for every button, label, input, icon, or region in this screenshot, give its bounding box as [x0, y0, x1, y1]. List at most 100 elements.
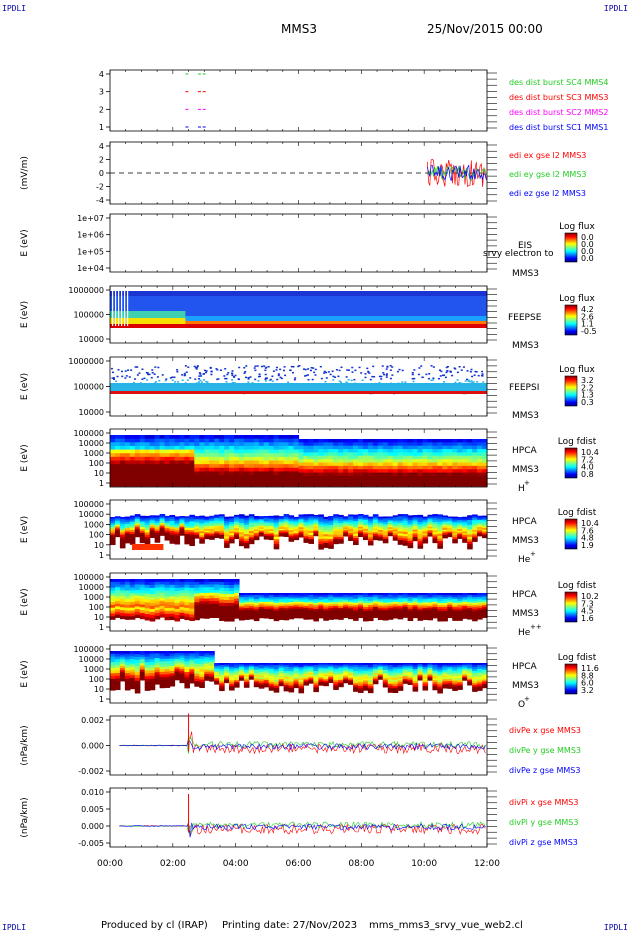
heat-cell: [204, 449, 210, 454]
heat-cell: [452, 459, 458, 464]
heat-cell: [144, 518, 151, 522]
heat-cell: [134, 680, 141, 685]
heat-pixel: [264, 378, 267, 381]
heat-cell: [229, 522, 235, 525]
heat-cell: [144, 453, 151, 458]
heat-pixel: [439, 369, 442, 371]
heat-cell: [263, 516, 270, 519]
heat-cell: [303, 472, 310, 477]
heat-cell: [204, 653, 210, 656]
heat-cell: [362, 523, 369, 526]
heat-cell: [159, 523, 166, 526]
heat-cell: [273, 543, 280, 547]
heat-cell: [278, 598, 285, 602]
heat-cell: [169, 456, 176, 462]
heat-cell: [362, 445, 369, 450]
heat-cell: [248, 604, 255, 607]
legend-entry: edi ez gse l2 MMS3: [509, 189, 586, 198]
heat-cell: [457, 521, 463, 524]
heat-cell: [219, 517, 225, 521]
heat-cell: [293, 438, 300, 443]
heat-cell: [194, 676, 200, 680]
heat-cell: [253, 482, 260, 487]
heat-cell: [367, 442, 374, 447]
heat-cell: [362, 600, 369, 604]
heat-cell: [174, 522, 181, 525]
heat-cell: [283, 453, 290, 458]
heat-cell: [362, 469, 369, 474]
heat-cell: [293, 612, 300, 615]
heat-cell: [258, 608, 265, 612]
heat-cell: [308, 615, 314, 618]
heat-cell: [367, 516, 374, 520]
heat-cell: [243, 538, 250, 542]
colorbar: [564, 518, 578, 550]
heat-pixel: [203, 369, 206, 372]
heat-cell: [149, 464, 156, 469]
heat-cell: [179, 442, 186, 447]
heat-cell: [253, 666, 260, 669]
heat-cell: [323, 523, 329, 527]
heat-cell: [432, 452, 438, 457]
heat-cell: [184, 656, 190, 660]
heat-cell: [194, 599, 200, 603]
heat-cell: [189, 584, 195, 589]
heat-cell: [194, 478, 200, 483]
heat-pixel: [378, 375, 381, 378]
heat-cell: [362, 475, 369, 480]
y-tick-label: 3: [99, 88, 104, 97]
heat-cell: [139, 471, 146, 476]
heat-cell: [348, 459, 354, 464]
heat-cell: [253, 456, 260, 462]
heat-cell: [412, 465, 419, 470]
heat-cell: [234, 678, 240, 681]
heat-cell: [392, 525, 399, 529]
heat-cell: [164, 438, 171, 443]
heat-cell: [437, 594, 443, 598]
heat-cell: [422, 537, 429, 540]
heat-cell: [149, 659, 156, 663]
y-tick-label: 2: [99, 105, 104, 114]
heat-cell: [298, 439, 305, 443]
heat-pixel: [264, 380, 267, 382]
heat-cell: [204, 522, 210, 526]
heat-cell: [278, 531, 285, 534]
heat-cell: [402, 605, 409, 608]
heat-cell: [179, 460, 186, 465]
heat-cell: [313, 675, 319, 678]
heat-cell: [437, 465, 443, 470]
heat-cell: [189, 536, 195, 540]
heat-cell: [397, 529, 404, 532]
heat-cell: [328, 596, 334, 600]
y-tick-label: 100: [89, 603, 104, 612]
heat-cell: [263, 475, 270, 480]
heat-cell: [452, 462, 458, 467]
heat-cell: [219, 663, 225, 666]
heat-cell: [179, 615, 186, 619]
heat-cell: [174, 518, 181, 521]
heat-cell: [293, 608, 300, 612]
heat-cell: [174, 449, 181, 454]
heat-cell: [472, 514, 478, 517]
heat-cell: [313, 482, 319, 487]
heat-cell: [447, 479, 453, 484]
heat-cell: [273, 606, 280, 610]
heat-cell: [229, 471, 235, 476]
heat-cell: [457, 600, 463, 604]
heat-cell: [462, 614, 468, 618]
heat-cell: [169, 442, 176, 447]
heat-cell: [348, 607, 354, 611]
heat-cell: [392, 515, 399, 518]
heat-cell: [482, 455, 488, 460]
colorbar-title: Log flux: [559, 365, 595, 375]
heat-cell: [199, 475, 205, 480]
heat-cell: [318, 670, 324, 674]
heat-cell: [377, 439, 384, 443]
heat-cell: [437, 479, 443, 484]
heat-cell: [114, 464, 121, 469]
heat-cell: [110, 542, 116, 546]
heat-cell: [343, 601, 349, 605]
heat-cell: [387, 449, 394, 454]
heat-cell: [353, 465, 359, 470]
colorbar-tick: 1.6: [581, 614, 594, 623]
